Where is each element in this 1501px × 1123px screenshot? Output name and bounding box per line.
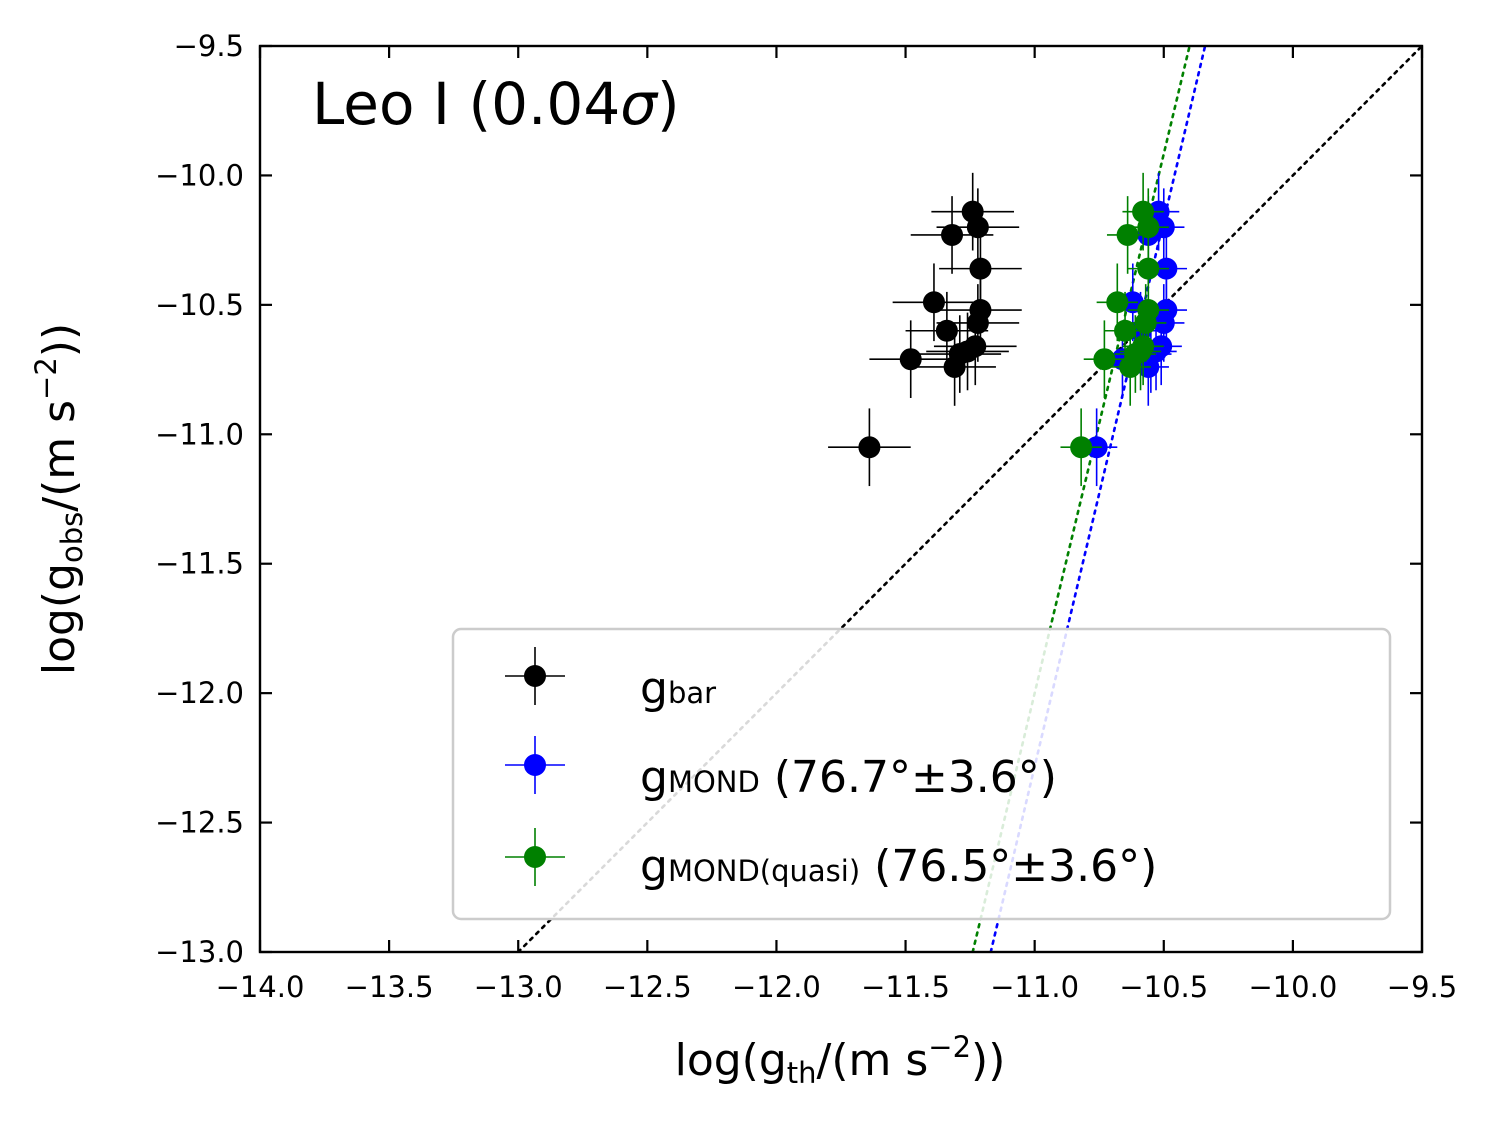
- data-point: [1137, 216, 1160, 239]
- data-point: [922, 291, 945, 314]
- legend-box: [451, 627, 1392, 921]
- x-tick-label: −11.0: [990, 970, 1079, 1004]
- title-name: Leo I: [312, 70, 450, 138]
- axis-ticks: −14.0 −13.5 −13.0 −12.5 −12.0 −11.5 −11.0 −10.5…: [155, 29, 1457, 1004]
- data-point: [858, 436, 881, 459]
- x-axis-label: log(gth/(m s−2)): [675, 1030, 1006, 1090]
- y-tick-label: −12.5: [155, 806, 244, 840]
- data-point: [1116, 223, 1139, 246]
- data-point: [1132, 335, 1155, 358]
- data-point: [966, 216, 989, 239]
- x-tick-label: −10.0: [1248, 970, 1337, 1004]
- data-point: [1134, 311, 1157, 334]
- data-point: [935, 319, 958, 342]
- title-sigma: 0.04: [491, 70, 620, 138]
- y-tick-label: −12.0: [155, 676, 244, 710]
- points-series-2: [1070, 200, 1160, 459]
- data-point: [1114, 319, 1137, 342]
- legend-marker-dot: [524, 754, 546, 776]
- data-point: [941, 223, 964, 246]
- legend: gbar gMOND (76.7°±3.6°) gMOND(quasi) (76…: [451, 627, 1392, 921]
- data-point: [964, 335, 987, 358]
- data-point: [1137, 257, 1160, 280]
- x-tick-label: −11.5: [861, 970, 950, 1004]
- legend-marker-dot: [524, 665, 546, 687]
- x-tick-label: −13.0: [474, 970, 563, 1004]
- y-axis-label: log(gobs/(m s−2)): [29, 323, 89, 675]
- data-points: [828, 172, 1188, 487]
- data-point: [966, 311, 989, 334]
- x-tick-label: −13.5: [345, 970, 434, 1004]
- legend-entry-gmond: gMOND (76.7°±3.6°): [640, 752, 1057, 803]
- data-point: [969, 257, 992, 280]
- legend-entry-gmond-quasi: gMOND(quasi) (76.5°±3.6°): [640, 841, 1157, 892]
- y-tick-label: −10.5: [155, 288, 244, 322]
- legend-entry-gbar: gbar: [640, 663, 716, 714]
- data-point: [899, 348, 922, 371]
- y-tick-label: −11.5: [155, 547, 244, 581]
- x-tick-label: −12.0: [732, 970, 821, 1004]
- plot-frame: [258, 44, 1424, 954]
- y-tick-label: −13.0: [155, 935, 244, 969]
- y-tick-label: −11.0: [155, 417, 244, 451]
- data-point: [1106, 291, 1129, 314]
- chart-title: Leo I (0.04σ): [312, 70, 680, 138]
- x-tick-label: −10.5: [1119, 970, 1208, 1004]
- y-tick-label: −9.5: [174, 29, 244, 63]
- x-tick-label: −9.5: [1387, 970, 1457, 1004]
- data-point: [1093, 348, 1116, 371]
- data-point: [1070, 436, 1093, 459]
- x-tick-label: −12.5: [603, 970, 692, 1004]
- x-tick-label: −14.0: [216, 970, 305, 1004]
- legend-marker-dot: [524, 846, 546, 868]
- points-series-0: [858, 200, 992, 459]
- legend-markers: [505, 647, 565, 886]
- y-tick-label: −10.0: [155, 158, 244, 192]
